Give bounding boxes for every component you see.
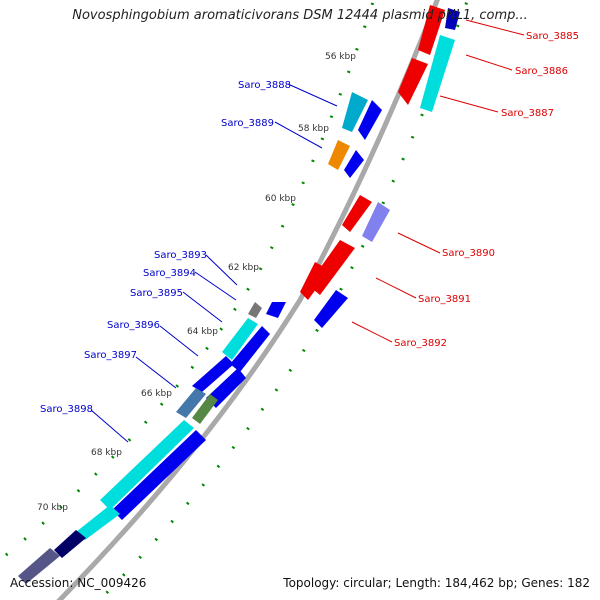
gene-box[interactable]: [362, 202, 390, 242]
tick-label: 66 kbp: [141, 389, 172, 399]
reverse-gene-labels: Saro_3885 Saro_3886 Saro_3887 Saro_3890 …: [351, 19, 579, 349]
leader-line: [465, 19, 525, 36]
gene-box[interactable]: [192, 356, 234, 392]
tick-labels: 56 kbp 58 kbp 60 kbp 62 kbp 64 kbp 66 kb…: [37, 52, 356, 513]
gene-box[interactable]: [314, 290, 348, 328]
gene-box[interactable]: [222, 318, 258, 360]
gene-label[interactable]: Saro_3886: [515, 66, 568, 77]
gene-box[interactable]: [112, 430, 206, 520]
leader-line: [205, 254, 238, 286]
leader-line: [287, 83, 338, 107]
gene-box[interactable]: [445, 8, 460, 30]
tick-label: 70 kbp: [37, 503, 68, 513]
reverse-strand-genes: [300, 5, 460, 328]
gene-box[interactable]: [100, 420, 194, 510]
gene-label[interactable]: Saro_3888: [238, 80, 291, 91]
gene-box[interactable]: [342, 195, 372, 232]
leader-line: [351, 321, 393, 343]
forward-strand-genes: [18, 92, 382, 584]
gene-box[interactable]: [230, 326, 270, 372]
gene-box[interactable]: [54, 530, 86, 558]
leader-line: [135, 356, 177, 389]
accession-text: Accession: NC_009426: [10, 576, 147, 590]
gene-label[interactable]: Saro_3891: [418, 294, 471, 305]
gene-label[interactable]: Saro_3897: [84, 350, 137, 361]
leader-line: [90, 409, 129, 443]
tick-label: 68 kbp: [91, 448, 122, 458]
leader-line: [465, 54, 513, 71]
map-title: Novosphingobium aromaticivorans DSM 1244…: [72, 8, 528, 23]
leader-line: [159, 325, 199, 357]
leader-line: [194, 271, 237, 301]
leader-line: [439, 95, 499, 113]
gene-label[interactable]: Saro_3892: [394, 338, 447, 349]
gene-label[interactable]: Saro_3890: [442, 248, 495, 259]
gene-label[interactable]: Saro_3898: [40, 404, 93, 415]
gene-box[interactable]: [266, 302, 286, 318]
gene-box[interactable]: [344, 150, 364, 178]
gene-box[interactable]: [342, 92, 368, 132]
gene-box[interactable]: [248, 302, 262, 318]
tick-label: 56 kbp: [325, 52, 356, 62]
leader-line: [182, 291, 223, 323]
gene-label[interactable]: Saro_3896: [107, 320, 160, 331]
summary-text: Topology: circular; Length: 184,462 bp; …: [283, 576, 590, 590]
tick-label: 62 kbp: [228, 263, 259, 273]
gene-box[interactable]: [328, 140, 350, 170]
gene-box[interactable]: [192, 394, 218, 424]
leader-line: [274, 121, 323, 149]
leader-line: [397, 232, 441, 254]
gene-box[interactable]: [176, 388, 206, 418]
gene-label[interactable]: Saro_3895: [130, 288, 183, 299]
tick-label: 60 kbp: [265, 194, 296, 204]
forward-gene-labels: Saro_3888 Saro_3889 Saro_3893 Saro_3894 …: [40, 80, 338, 443]
leader-line: [375, 277, 417, 299]
gene-box[interactable]: [358, 100, 382, 140]
gene-box[interactable]: [76, 505, 120, 540]
gene-box[interactable]: [398, 58, 428, 105]
gene-box[interactable]: [18, 548, 60, 584]
gene-box[interactable]: [300, 262, 330, 300]
tick-label: 64 kbp: [187, 327, 218, 337]
tick-label: 58 kbp: [298, 124, 329, 134]
gene-box[interactable]: [420, 35, 455, 112]
gene-label[interactable]: Saro_3887: [501, 108, 554, 119]
gene-label[interactable]: Saro_3889: [221, 118, 274, 129]
gene-label[interactable]: Saro_3893: [154, 250, 207, 261]
gene-label[interactable]: Saro_3894: [143, 268, 196, 279]
gene-box[interactable]: [206, 368, 246, 408]
gene-label[interactable]: Saro_3885: [526, 31, 579, 42]
gene-box[interactable]: [418, 5, 445, 55]
